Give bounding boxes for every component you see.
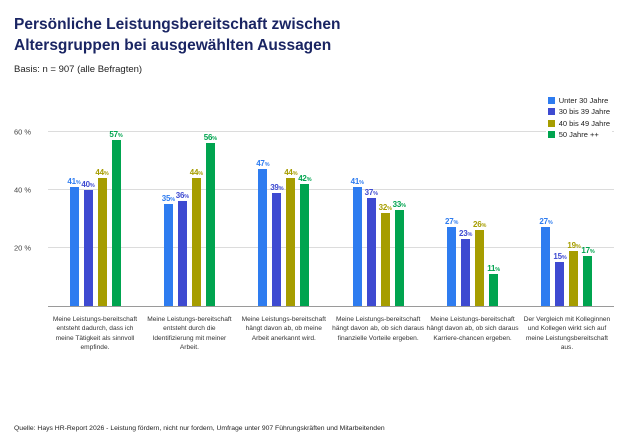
bar-value-label: 44% — [189, 168, 203, 178]
bar — [191, 178, 201, 306]
legend-swatch — [547, 96, 555, 104]
legend-label: 50 Jahre ++ — [558, 130, 599, 140]
bar-group: 27% 15% 19% 17% — [520, 121, 614, 306]
bar-value-label: 41% — [67, 176, 81, 186]
bar — [111, 140, 121, 306]
bar-value-label: 57% — [109, 130, 123, 140]
bar-value-label: 17% — [581, 246, 595, 256]
bar-value-label: 32% — [378, 202, 392, 212]
legend-item: 40 bis 49 Jahre — [547, 118, 610, 128]
bar — [272, 192, 282, 306]
bar-value-label: 40% — [81, 179, 95, 189]
bar-groups: 41% 40% 44% 57% 35% 36% 44% 56% 47% 39% 44% 42% 41% 3… — [48, 121, 614, 306]
bar — [461, 239, 471, 306]
bar-value-label: 37% — [364, 188, 378, 198]
legend-item: 50 Jahre ++ — [547, 130, 610, 140]
bar-group: 41% 37% 32% 33% — [331, 121, 425, 306]
bar-value-label: 56% — [203, 133, 217, 143]
category-label: Der Vergleich mit Kolleginnen und Kolleg… — [523, 315, 611, 352]
bar-value-label: 35% — [161, 194, 175, 204]
gridline — [48, 188, 614, 190]
legend-swatch — [547, 108, 555, 116]
bar — [394, 210, 404, 306]
bar — [258, 169, 268, 306]
bar — [541, 227, 551, 306]
bar — [69, 186, 79, 306]
bar — [447, 227, 457, 306]
y-axis-tick-label: 60 % — [14, 127, 32, 137]
bar — [286, 178, 296, 306]
legend-swatch — [547, 131, 555, 139]
bar-value-label: 27% — [444, 217, 459, 227]
bar-value-label: 26% — [472, 220, 487, 230]
source-note: Quelle: Hays HR-Report 2026 - Leistung f… — [14, 425, 385, 432]
bar — [569, 250, 579, 306]
bar-value-label: 15% — [553, 252, 567, 262]
bar-value-label: 47% — [256, 159, 270, 169]
bar-value-label: 44% — [284, 168, 298, 178]
legend-label: 40 bis 49 Jahre — [558, 118, 610, 128]
bar-value-label: 36% — [175, 191, 189, 201]
category-label: Meine Leistungs-bereitschaft hängt davon… — [332, 315, 425, 342]
bar — [555, 262, 565, 306]
plot-area: 41% 40% 44% 57% 35% 36% 44% 56% 47% 39% 44% 42% 41% 3… — [14, 121, 614, 307]
bar — [489, 273, 499, 306]
bar-value-label: 23% — [458, 229, 473, 239]
bar-value-label: 44% — [95, 168, 109, 178]
bar-value-label: 19% — [567, 240, 581, 250]
bar-value-label: 11% — [487, 263, 500, 273]
page-title: Persönliche Leistungsbereitschaft zwisch… — [14, 16, 341, 55]
category-label: Meine Leistungs-bereitschaft entsteht da… — [52, 315, 138, 352]
bar — [380, 212, 390, 306]
legend-label: 30 bis 39 Jahre — [558, 107, 610, 117]
legend-label: Unter 30 Jahre — [558, 95, 609, 105]
bar-value-label: 42% — [298, 173, 312, 183]
bar — [300, 183, 310, 306]
bar — [163, 204, 173, 306]
legend-item: Unter 30 Jahre — [547, 95, 610, 105]
bar-group: 41% 40% 44% 57% — [48, 121, 142, 306]
bar — [352, 186, 362, 306]
y-axis-tick-label: 40 % — [14, 185, 32, 195]
bar-group: 35% 36% 44% 56% — [142, 121, 236, 306]
bar-chart: Unter 30 Jahre 30 bis 39 Jahre 40 bis 49 J… — [14, 94, 614, 353]
category-label: Meine Leistungs-bereitschaft hängt davon… — [426, 315, 519, 342]
bar — [205, 143, 215, 306]
legend-swatch — [547, 119, 555, 127]
category-label: Meine Leistungs-bereitschaft hängt davon… — [241, 315, 326, 342]
category-labels: Meine Leistungs-bereitschaft entsteht da… — [48, 315, 614, 353]
bar-value-label: 41% — [350, 176, 364, 186]
gridline — [48, 130, 614, 132]
bar-group: 27% 23% 26% 11% — [426, 121, 520, 306]
category-label: Meine Leistungs-bereitschaft entsteht du… — [147, 315, 232, 352]
bar — [475, 230, 485, 306]
legend-item: 30 bis 39 Jahre — [547, 107, 610, 117]
y-axis-tick-label: 20 % — [14, 243, 32, 253]
bar-group: 47% 39% 44% 42% — [237, 121, 331, 306]
bar — [177, 201, 187, 306]
bar — [366, 198, 376, 306]
basis-note: Basis: n = 907 (alle Befragten) — [14, 63, 143, 75]
bar — [97, 178, 107, 306]
chart-legend: Unter 30 Jahre 30 bis 39 Jahre 40 bis 49 J… — [545, 94, 612, 141]
bar — [83, 189, 93, 306]
gridline — [48, 246, 614, 248]
bar-value-label: 39% — [270, 182, 284, 192]
bar — [583, 256, 593, 306]
bar-value-label: 33% — [392, 200, 406, 210]
bar-value-label: 27% — [539, 217, 553, 227]
